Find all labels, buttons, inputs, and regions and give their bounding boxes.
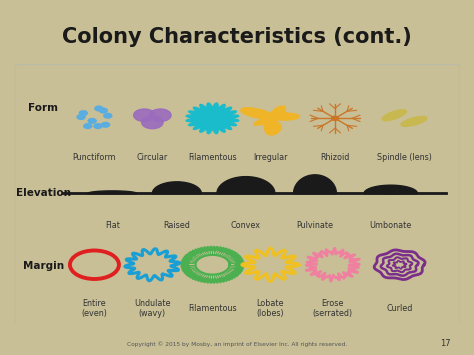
Circle shape [100,108,107,113]
Text: Filamentous: Filamentous [188,153,237,162]
Circle shape [95,106,103,111]
Text: Margin: Margin [23,261,64,271]
Circle shape [84,124,92,129]
Polygon shape [88,191,137,193]
Polygon shape [152,182,201,193]
Polygon shape [217,177,275,193]
Circle shape [150,109,171,121]
Polygon shape [364,185,418,193]
Circle shape [104,113,112,118]
Circle shape [88,119,96,123]
Circle shape [142,116,163,129]
Text: Convex: Convex [231,222,261,230]
Text: Copyright © 2015 by Mosby, an imprint of Elsevier Inc. All rights reserved.: Copyright © 2015 by Mosby, an imprint of… [127,341,347,346]
Polygon shape [401,116,427,126]
Text: Spindle (lens): Spindle (lens) [377,153,431,162]
Circle shape [77,115,85,119]
Text: Punctiform: Punctiform [73,153,116,162]
Text: Colony Characteristics (cont.): Colony Characteristics (cont.) [62,27,412,47]
Text: Undulate
(wavy): Undulate (wavy) [134,299,171,318]
Text: Elevation: Elevation [16,189,71,198]
Text: Erose
(serrated): Erose (serrated) [313,299,353,318]
Polygon shape [241,106,300,135]
Text: Rhizoid: Rhizoid [320,153,350,162]
Circle shape [79,111,87,115]
Text: Pulvinate: Pulvinate [296,222,334,230]
Text: Umbonate: Umbonate [370,222,412,230]
Text: Flat: Flat [105,222,119,230]
Circle shape [101,122,109,127]
Text: Filamentous: Filamentous [188,304,237,313]
Polygon shape [383,186,399,193]
Text: 17: 17 [440,339,451,348]
Text: Irregular: Irregular [253,153,288,162]
Text: Curled: Curled [386,304,413,313]
Circle shape [134,109,155,121]
Circle shape [331,116,338,120]
Text: Circular: Circular [137,153,168,162]
Polygon shape [293,175,337,193]
Text: Lobate
(lobes): Lobate (lobes) [256,299,284,318]
Polygon shape [186,103,239,134]
Circle shape [94,124,102,129]
Text: Raised: Raised [164,222,190,230]
Text: Entire
(even): Entire (even) [82,299,107,318]
Text: Form: Form [28,103,58,113]
Polygon shape [382,110,406,121]
